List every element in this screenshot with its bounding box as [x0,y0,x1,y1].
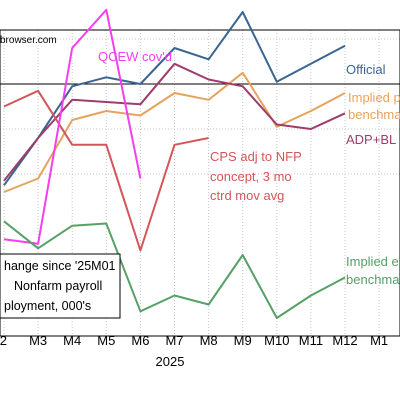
series-label: benchma [346,272,400,287]
series-label: Implied p [348,90,400,105]
series-line-qcew-cov-d [3,8,142,245]
x-tick-label: M3 [29,333,47,348]
x-tick-label: M9 [234,333,252,348]
x-tick-labels: M2 M3 M4 M5 M6 M7 M8 M9 M10 M11 M12 M1 [0,333,388,348]
annotation-line-2: Nonfarm payroll [14,279,102,293]
x-tick-label: M12 [332,333,357,348]
plot-frame [0,29,400,337]
x-tick-label: M2 [0,333,7,348]
series-label: ctrd mov avg [210,188,284,203]
series-line-cps-adj-to-nfp-concept-3-mo-ctrd-mov-avg [3,89,209,252]
source-text: browser.com [0,35,57,46]
annotation-box [0,253,121,319]
series-label: benchma [348,107,400,122]
x-tick-label: M10 [264,333,289,348]
annotation-line-3: ployment, 000's [4,299,91,313]
x-tick-label: M4 [63,333,81,348]
series-line-official [3,11,346,186]
x-tick-label: M1 [370,333,388,348]
series-line-implied-e-benchma [3,220,346,319]
series-label: Implied e [346,254,399,269]
x-tick-label: M6 [131,333,149,348]
annotation-line-1: hange since '25M01 [4,259,116,273]
series-label: QCEW cov'd [98,49,172,64]
x-tick-label: M5 [97,333,115,348]
x-tick-label: M8 [200,333,218,348]
series-lines [3,8,346,319]
x-axis-label: 2025 [156,354,185,369]
series-line-implied-p-benchma [3,71,346,193]
series-label: concept, 3 mo [210,169,292,184]
series-label: Official [346,62,386,77]
series-label: ADP+BL [346,132,396,147]
x-tick-label: M7 [165,333,183,348]
series-label: CPS adj to NFP [210,149,302,164]
series-labels: Official Implied p benchma ADP+BL CPS adj to… [98,49,400,287]
x-tick-label: M11 [299,333,323,348]
